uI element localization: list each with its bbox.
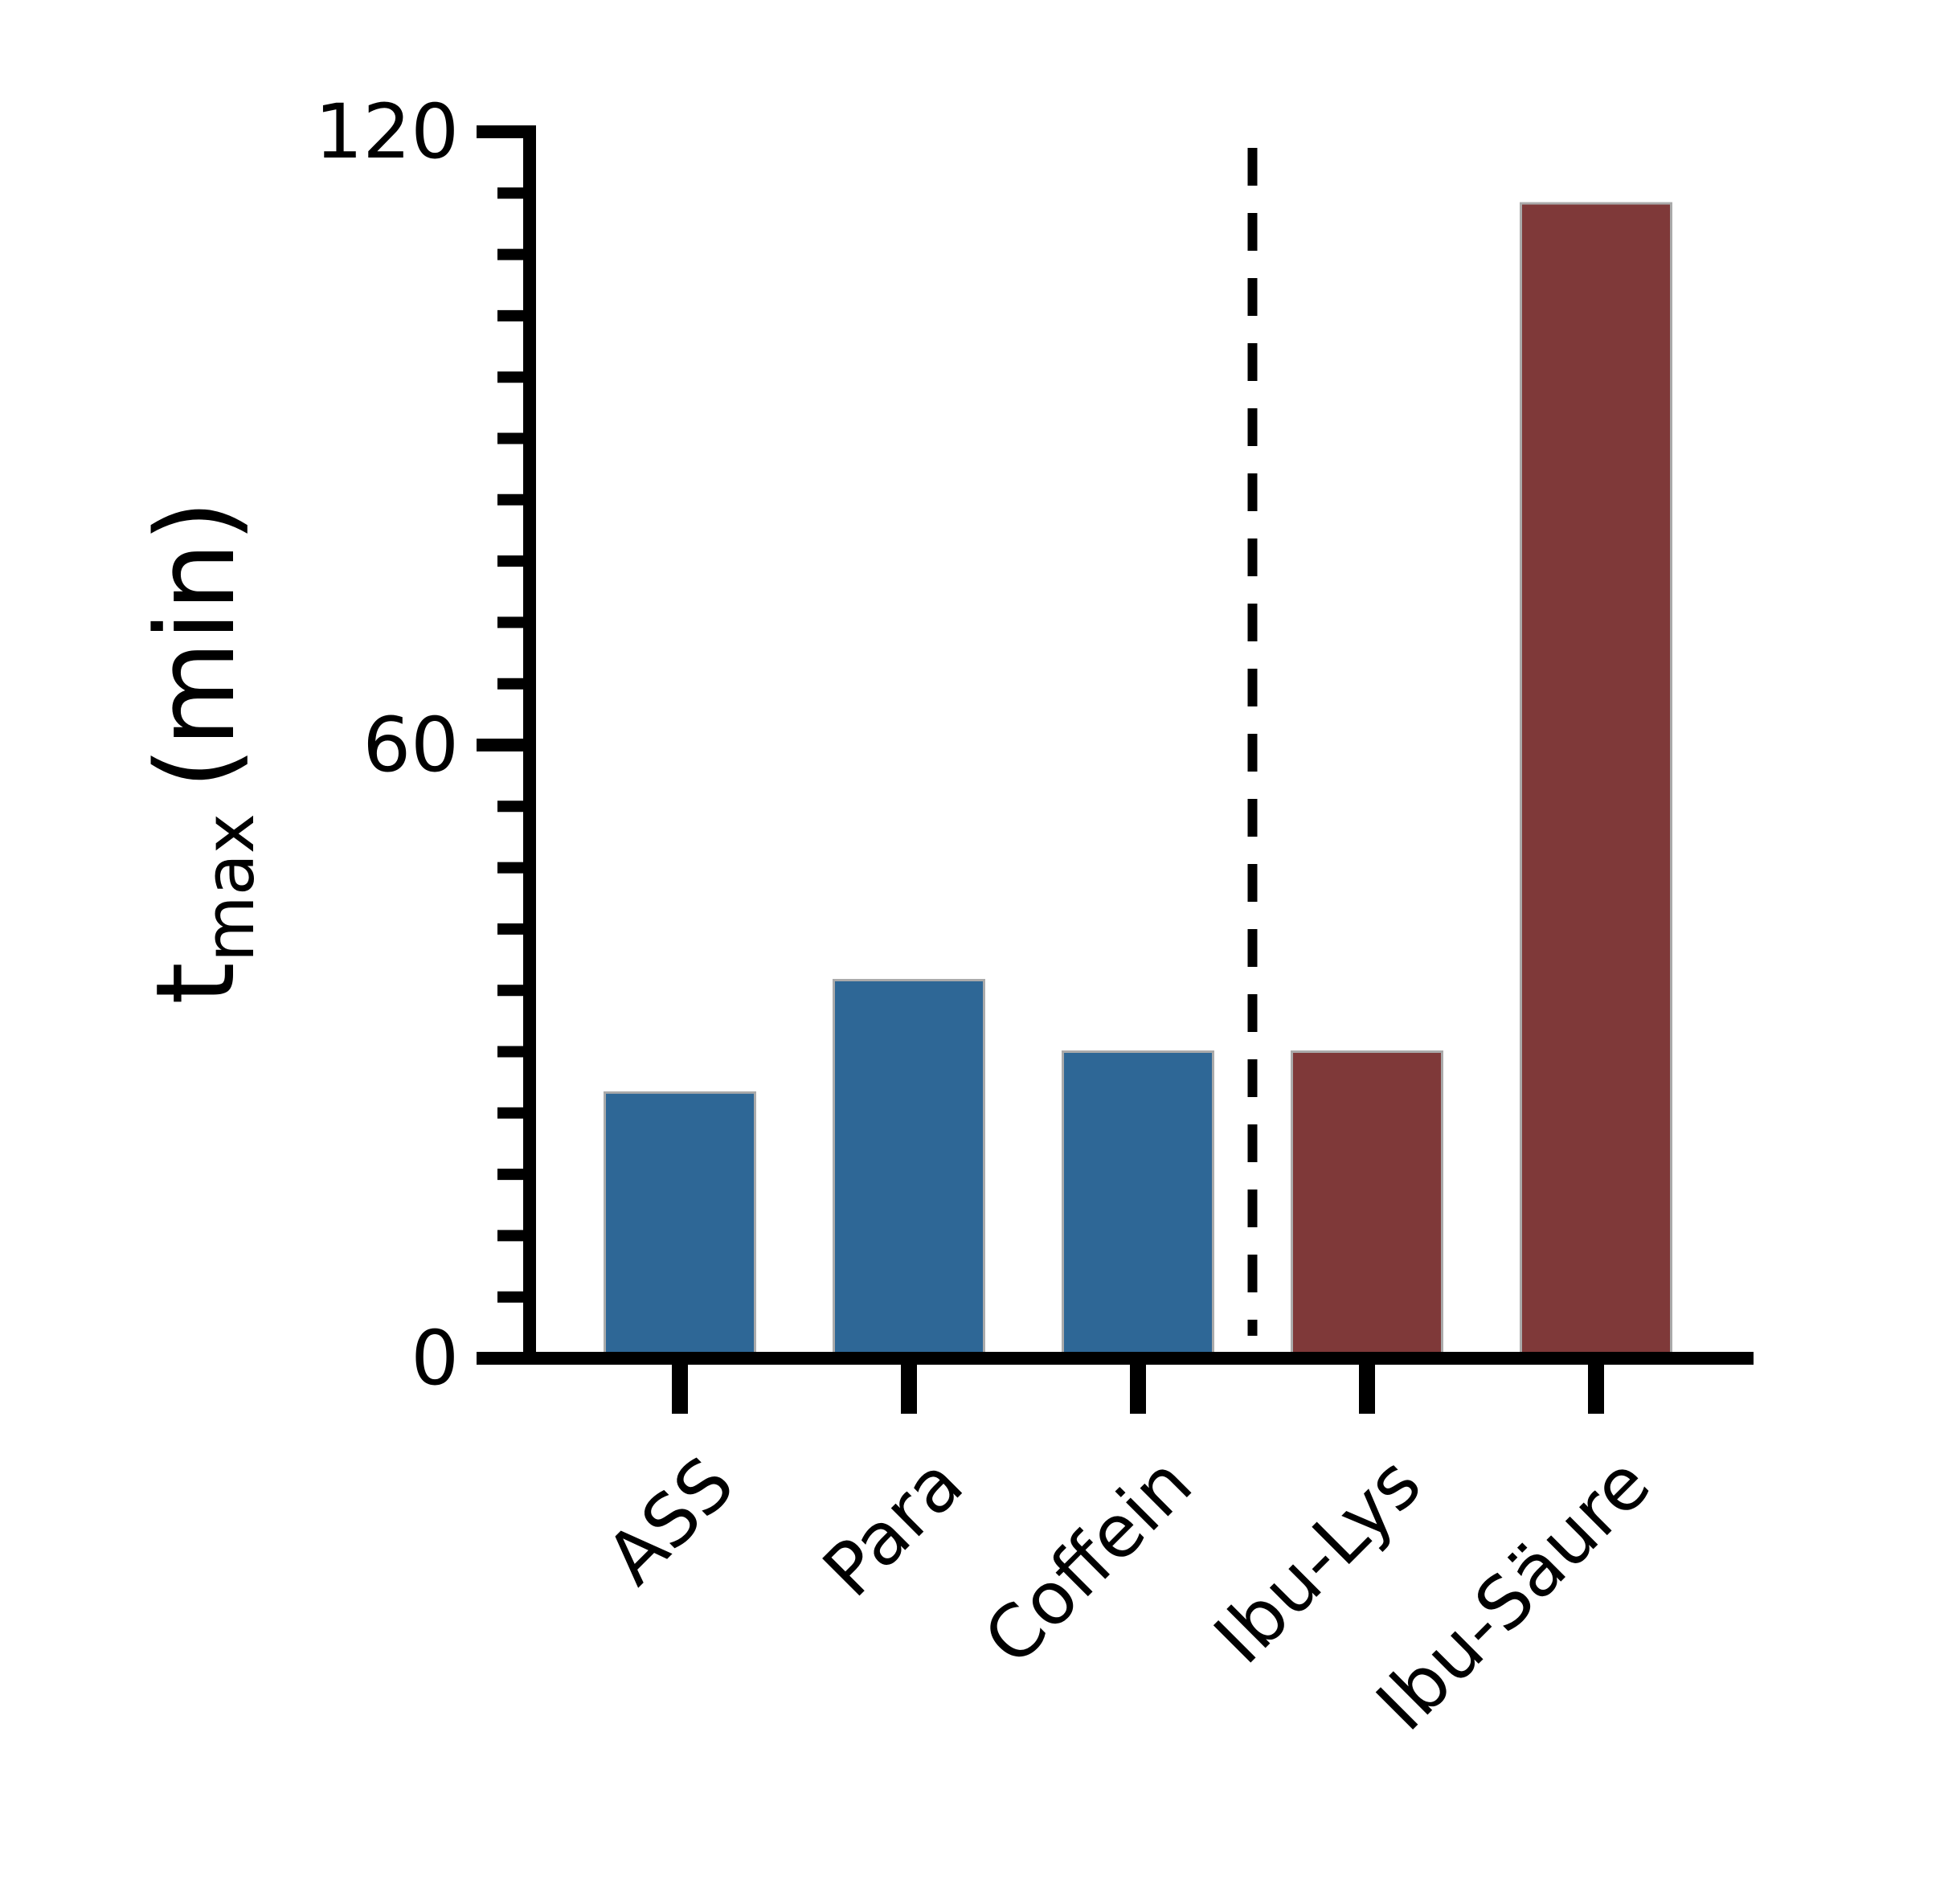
bar — [833, 978, 985, 1360]
x-tick-label: ASS — [591, 1441, 751, 1601]
y-label-sub: max — [190, 813, 270, 962]
y-label-unit: (min) — [133, 500, 259, 789]
y-label-main: t — [133, 962, 259, 1005]
y-tick-label: 0 — [411, 1315, 459, 1402]
bar — [604, 1091, 756, 1360]
x-tick-label: Coffein — [968, 1441, 1209, 1681]
bar — [1520, 202, 1672, 1360]
y-axis-label: tmax (min) — [133, 500, 270, 1005]
bar — [1291, 1050, 1443, 1360]
x-tick-label: Para — [808, 1441, 980, 1613]
y-tick-label: 120 — [315, 88, 459, 176]
x-tick-label: Ibu-Lys — [1198, 1441, 1437, 1680]
y-tick-label: 60 — [362, 702, 459, 789]
bar — [1062, 1050, 1214, 1360]
